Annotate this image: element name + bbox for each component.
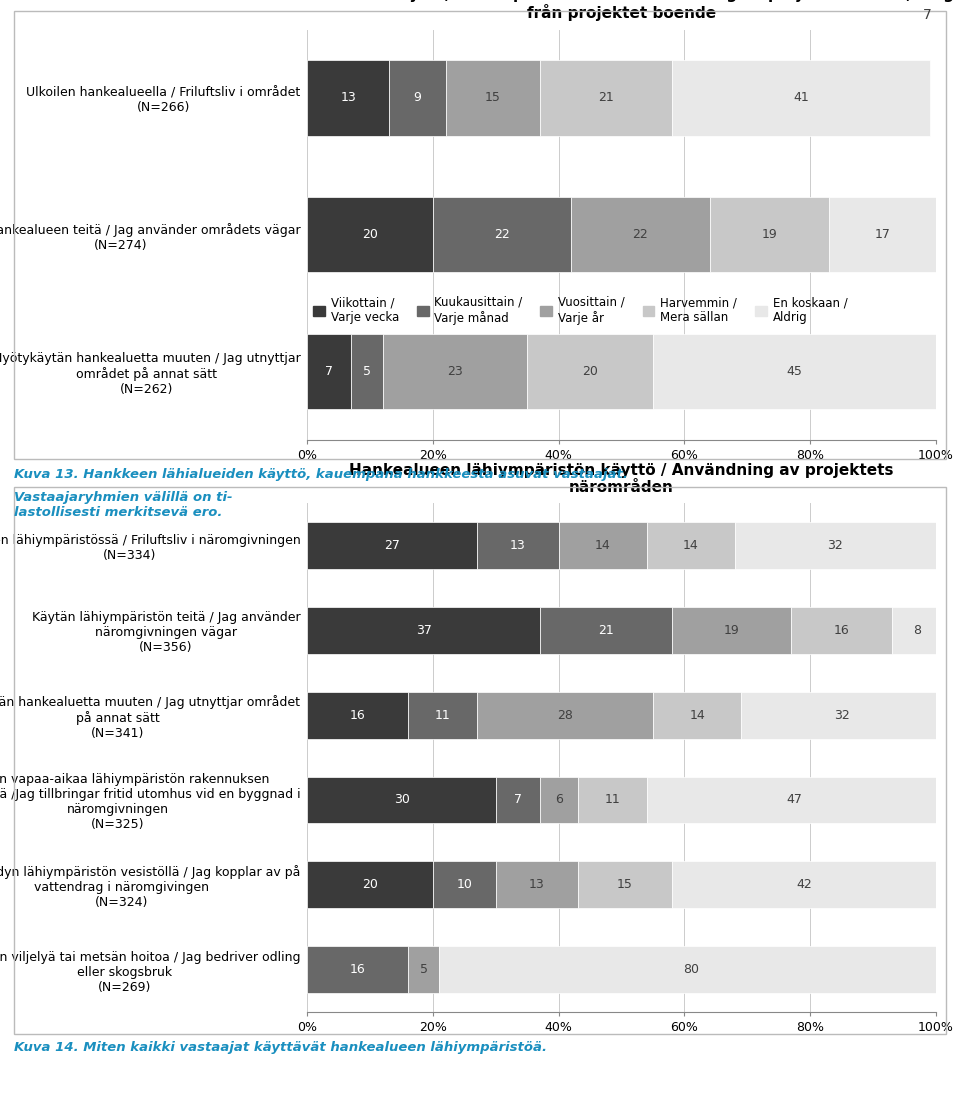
Text: 7: 7 bbox=[923, 8, 931, 22]
Bar bbox=[307, 946, 408, 993]
Text: 20: 20 bbox=[362, 878, 378, 892]
Bar bbox=[734, 522, 936, 569]
Bar bbox=[540, 607, 672, 654]
Bar bbox=[653, 691, 741, 738]
Title: Hankealueen käyttö, kauempana asuvat / Användning av projektområden, längre
från: Hankealueen käyttö, kauempana asuvat / A… bbox=[272, 0, 960, 22]
Text: 9: 9 bbox=[414, 92, 421, 104]
Bar bbox=[307, 607, 540, 654]
Bar bbox=[307, 60, 389, 136]
Text: 7: 7 bbox=[325, 365, 333, 377]
Text: 19: 19 bbox=[724, 624, 739, 637]
Text: 7: 7 bbox=[514, 793, 522, 806]
Text: 6: 6 bbox=[555, 793, 563, 806]
Bar bbox=[578, 777, 647, 824]
Bar bbox=[496, 777, 540, 824]
Text: 23: 23 bbox=[447, 365, 463, 377]
Text: 21: 21 bbox=[598, 624, 613, 637]
Text: 21: 21 bbox=[598, 92, 613, 104]
Bar bbox=[559, 522, 647, 569]
Bar bbox=[307, 861, 433, 908]
Bar bbox=[540, 777, 578, 824]
Bar bbox=[578, 861, 672, 908]
Text: 27: 27 bbox=[384, 539, 400, 552]
Bar bbox=[647, 522, 734, 569]
Bar bbox=[653, 334, 936, 409]
Text: 5: 5 bbox=[363, 365, 371, 377]
Text: 32: 32 bbox=[828, 539, 843, 552]
Text: 14: 14 bbox=[689, 709, 705, 722]
Text: 20: 20 bbox=[362, 229, 378, 241]
Text: 13: 13 bbox=[529, 878, 544, 892]
Text: 19: 19 bbox=[761, 229, 778, 241]
Bar bbox=[496, 861, 578, 908]
Text: 11: 11 bbox=[435, 709, 450, 722]
Bar bbox=[672, 861, 936, 908]
Text: 22: 22 bbox=[494, 229, 510, 241]
Text: 13: 13 bbox=[340, 92, 356, 104]
Text: 15: 15 bbox=[617, 878, 633, 892]
Text: 20: 20 bbox=[582, 365, 598, 377]
Bar bbox=[307, 691, 408, 738]
Text: 13: 13 bbox=[510, 539, 526, 552]
Bar bbox=[672, 60, 929, 136]
Bar bbox=[433, 197, 571, 272]
Bar bbox=[408, 946, 440, 993]
Text: 41: 41 bbox=[793, 92, 808, 104]
Text: 45: 45 bbox=[786, 365, 803, 377]
Text: 42: 42 bbox=[796, 878, 812, 892]
Bar bbox=[351, 334, 383, 409]
Bar bbox=[709, 197, 829, 272]
Bar bbox=[389, 60, 445, 136]
Bar bbox=[307, 522, 477, 569]
Text: 37: 37 bbox=[416, 624, 431, 637]
Bar bbox=[741, 691, 943, 738]
Bar bbox=[477, 522, 559, 569]
Text: 80: 80 bbox=[683, 963, 699, 976]
Text: 47: 47 bbox=[786, 793, 803, 806]
Text: Vastaajaryhmien välillä on ti-
lastollisesti merkitsevä ero.: Vastaajaryhmien välillä on ti- lastollis… bbox=[14, 491, 233, 520]
Bar bbox=[433, 861, 496, 908]
Bar bbox=[477, 691, 653, 738]
Bar bbox=[445, 60, 540, 136]
Bar bbox=[383, 334, 527, 409]
Bar bbox=[408, 691, 477, 738]
Text: 5: 5 bbox=[420, 963, 427, 976]
Text: Kuva 13. Hankkeen lähialueiden käyttö, kauempana hankkeesta asuvat vastaajat.: Kuva 13. Hankkeen lähialueiden käyttö, k… bbox=[14, 468, 628, 481]
Bar bbox=[672, 607, 791, 654]
Bar bbox=[307, 334, 351, 409]
Text: 17: 17 bbox=[875, 229, 891, 241]
Legend: Viikottain /
Varje vecka, Kuukausittain /
Varje månad, Vuosittain /
Varje år, Ha: Viikottain / Varje vecka, Kuukausittain … bbox=[313, 295, 848, 325]
Text: 30: 30 bbox=[394, 793, 410, 806]
Text: 22: 22 bbox=[633, 229, 648, 241]
Bar bbox=[647, 777, 943, 824]
Bar bbox=[791, 607, 892, 654]
Text: 32: 32 bbox=[834, 709, 850, 722]
Text: 10: 10 bbox=[456, 878, 472, 892]
Title: Hankealueen lähiympäristön käyttö / Användning av projektets
närområden: Hankealueen lähiympäristön käyttö / Anvä… bbox=[349, 463, 894, 496]
Text: 8: 8 bbox=[913, 624, 922, 637]
Bar bbox=[307, 777, 496, 824]
Bar bbox=[571, 197, 709, 272]
Bar bbox=[527, 334, 653, 409]
Bar bbox=[440, 946, 943, 993]
Text: 14: 14 bbox=[683, 539, 699, 552]
Bar bbox=[829, 197, 936, 272]
Text: 28: 28 bbox=[557, 709, 573, 722]
Text: 16: 16 bbox=[349, 709, 366, 722]
Text: 16: 16 bbox=[349, 963, 366, 976]
Bar bbox=[540, 60, 672, 136]
Text: 11: 11 bbox=[604, 793, 620, 806]
Bar bbox=[307, 197, 433, 272]
Text: Kuva 14. Miten kaikki vastaajat käyttävät hankealueen lähiympäristöä.: Kuva 14. Miten kaikki vastaajat käyttävä… bbox=[14, 1041, 547, 1055]
Text: 14: 14 bbox=[595, 539, 611, 552]
Bar bbox=[892, 607, 943, 654]
Text: 16: 16 bbox=[834, 624, 850, 637]
Text: 15: 15 bbox=[485, 92, 500, 104]
